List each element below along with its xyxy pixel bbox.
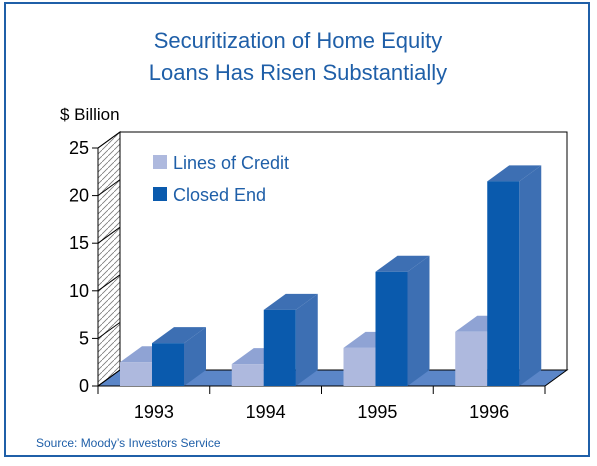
- bar-lines-of-credit: [343, 347, 376, 386]
- y-axis-depth-tick: [97, 321, 121, 339]
- bar-closed-end: [152, 343, 184, 386]
- bar-side-closed-end: [184, 327, 206, 386]
- legend-swatch-lines-of-credit: [153, 155, 167, 169]
- bar-side-closed-end: [519, 165, 542, 386]
- legend-swatch-closed-end: [153, 187, 167, 201]
- bar-lines-of-credit: [231, 364, 264, 386]
- source-note: Source: Moody’s Investors Service: [36, 436, 221, 450]
- y-tick-label: 20: [69, 186, 89, 206]
- x-tick-label: 1995: [357, 402, 397, 422]
- y-tick-label: 5: [79, 328, 89, 348]
- legend-label-closed-end: Closed End: [173, 185, 266, 205]
- legend-label-lines-of-credit: Lines of Credit: [173, 153, 289, 173]
- y-tick-label: 10: [69, 281, 89, 301]
- bar-side-closed-end: [407, 255, 430, 386]
- bar-lines-of-credit: [455, 331, 488, 386]
- bar-top-closed-end: [487, 165, 542, 182]
- x-tick-label: 1996: [469, 402, 509, 422]
- y-axis-depth-tick: [97, 226, 121, 244]
- x-tick-label: 1993: [134, 402, 174, 422]
- bar-closed-end: [375, 271, 408, 386]
- bar-lines-of-credit: [120, 362, 152, 386]
- y-tick-label: 0: [79, 376, 89, 396]
- y-tick-label: 15: [69, 233, 89, 253]
- chart-title-line-1: Securitization of Home Equity: [154, 28, 443, 53]
- bar-closed-end: [263, 309, 296, 386]
- y-axis-depth-tick: [97, 369, 121, 387]
- bar-closed-end: [487, 181, 520, 386]
- y-axis-depth-tick: [97, 274, 121, 292]
- y-axis-unit-label: $ Billion: [60, 105, 120, 124]
- bar-side-closed-end: [295, 293, 318, 386]
- bar-top-closed-end: [152, 327, 206, 344]
- y-axis-depth-tick: [97, 131, 121, 149]
- y-tick-label: 25: [69, 138, 89, 158]
- bar-top-closed-end: [375, 255, 430, 272]
- y-axis-depth-tick: [97, 179, 121, 197]
- chart-title-line-2: Loans Has Risen Substantially: [149, 60, 447, 85]
- x-tick-label: 1994: [246, 402, 286, 422]
- bar-top-closed-end: [263, 293, 318, 310]
- left-side-wall: [97, 131, 121, 387]
